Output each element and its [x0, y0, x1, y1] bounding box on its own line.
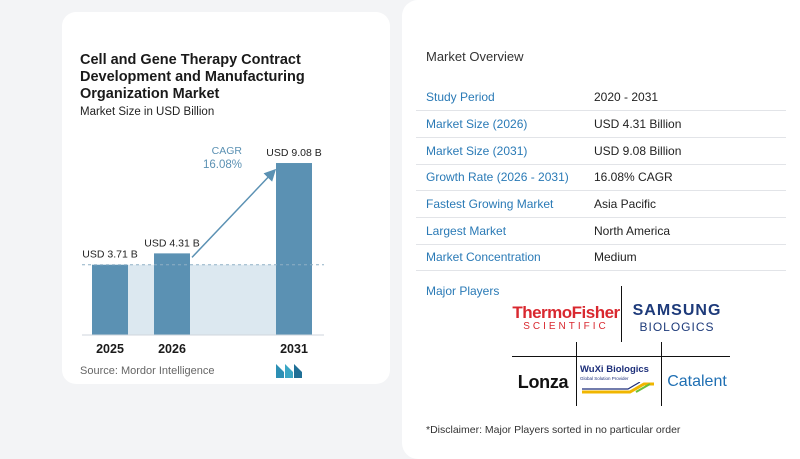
row-label: Growth Rate (2026 - 2031)	[416, 164, 584, 192]
table-row: Fastest Growing Market Asia Pacific	[416, 190, 786, 218]
thermo-fisher-wordmark: ThermoFisher	[512, 302, 620, 322]
source-text: Source: Mordor Intelligence	[80, 365, 215, 377]
logo-grid-divider	[661, 342, 662, 406]
bar-2025	[92, 264, 128, 335]
x-tick-label-2025: 2025	[96, 342, 124, 356]
table-row: Market Size (2031) USD 9.08 Billion	[416, 137, 786, 165]
x-tick-label-2026: 2026	[158, 342, 186, 356]
bar-2031	[276, 163, 312, 335]
bar-2026	[154, 253, 190, 335]
cagr-arrow	[191, 168, 277, 258]
x-tick-label-2031: 2031	[280, 342, 308, 356]
bar-chart: USD 3.71 B USD 4.31 B USD 9.08 B 2025 2026 20…	[82, 145, 324, 356]
wuxi-swoosh-icon	[582, 382, 654, 394]
row-value: USD 4.31 Billion	[584, 110, 786, 138]
table-row: Market Concentration Medium	[416, 244, 786, 272]
row-value: Asia Pacific	[584, 190, 786, 218]
logo-grid-divider	[621, 286, 622, 342]
row-value: North America	[584, 217, 786, 245]
wuxi-wordmark: WuXi Biologics	[580, 364, 649, 375]
samsung-biologics-logo: SAMSUNG BIOLOGICS	[624, 298, 730, 338]
thermo-fisher-subtitle: SCIENTIFIC	[523, 320, 609, 332]
disclaimer-text: *Disclaimer: Major Players sorted in no …	[426, 424, 681, 436]
thermo-fisher-logo: ThermoFisher SCIENTIFIC	[512, 300, 620, 336]
samsung-wordmark: SAMSUNG	[632, 302, 722, 319]
wuxi-tagline: Global Solution Provider	[580, 376, 629, 381]
biologics-wordmark: BIOLOGICS	[639, 320, 715, 334]
row-value: 2020 - 2031	[584, 84, 786, 112]
comparison-shade	[128, 264, 276, 335]
lonza-wordmark: Lonza	[517, 371, 569, 392]
row-label: Fastest Growing Market	[416, 190, 584, 218]
logo-grid-divider	[512, 356, 730, 357]
table-row: Market Size (2026) USD 4.31 Billion	[416, 110, 786, 138]
value-label-2025: USD 3.71 B	[82, 249, 137, 261]
mordor-intelligence-logo	[276, 364, 302, 378]
value-label-2031: USD 9.08 B	[266, 147, 321, 159]
row-label: Market Size (2031)	[416, 137, 584, 165]
catalent-wordmark: Catalent	[667, 373, 727, 390]
row-label: Market Concentration	[416, 244, 584, 272]
value-label-2026: USD 4.31 B	[144, 237, 199, 249]
row-value: 16.08% CAGR	[584, 164, 786, 192]
row-label: Largest Market	[416, 217, 584, 245]
row-label: Study Period	[416, 84, 584, 112]
row-label: Market Size (2026)	[416, 110, 584, 138]
wuxi-biologics-logo: WuXi Biologics Global Solution Provider	[580, 362, 660, 396]
table-row: Largest Market North America	[416, 217, 786, 245]
row-value: Medium	[584, 244, 786, 272]
cagr-label: CAGR	[212, 145, 243, 157]
market-overview-table: Study Period 2020 - 2031 Market Size (202…	[416, 84, 786, 272]
chart-title: Cell and Gene Therapy Contract Developme…	[80, 52, 305, 102]
logo-grid-divider	[576, 342, 577, 406]
table-row: Study Period 2020 - 2031	[416, 84, 786, 112]
chart-subtitle: Market Size in USD Billion	[80, 106, 215, 118]
lonza-logo: Lonza	[512, 368, 574, 396]
major-players-label: Major Players	[426, 284, 500, 298]
market-overview-title: Market Overview	[426, 49, 524, 64]
row-value: USD 9.08 Billion	[584, 137, 786, 165]
catalent-logo: Catalent	[664, 368, 730, 396]
table-row: Growth Rate (2026 - 2031) 16.08% CAGR	[416, 164, 786, 192]
cagr-value: 16.08%	[203, 159, 242, 171]
